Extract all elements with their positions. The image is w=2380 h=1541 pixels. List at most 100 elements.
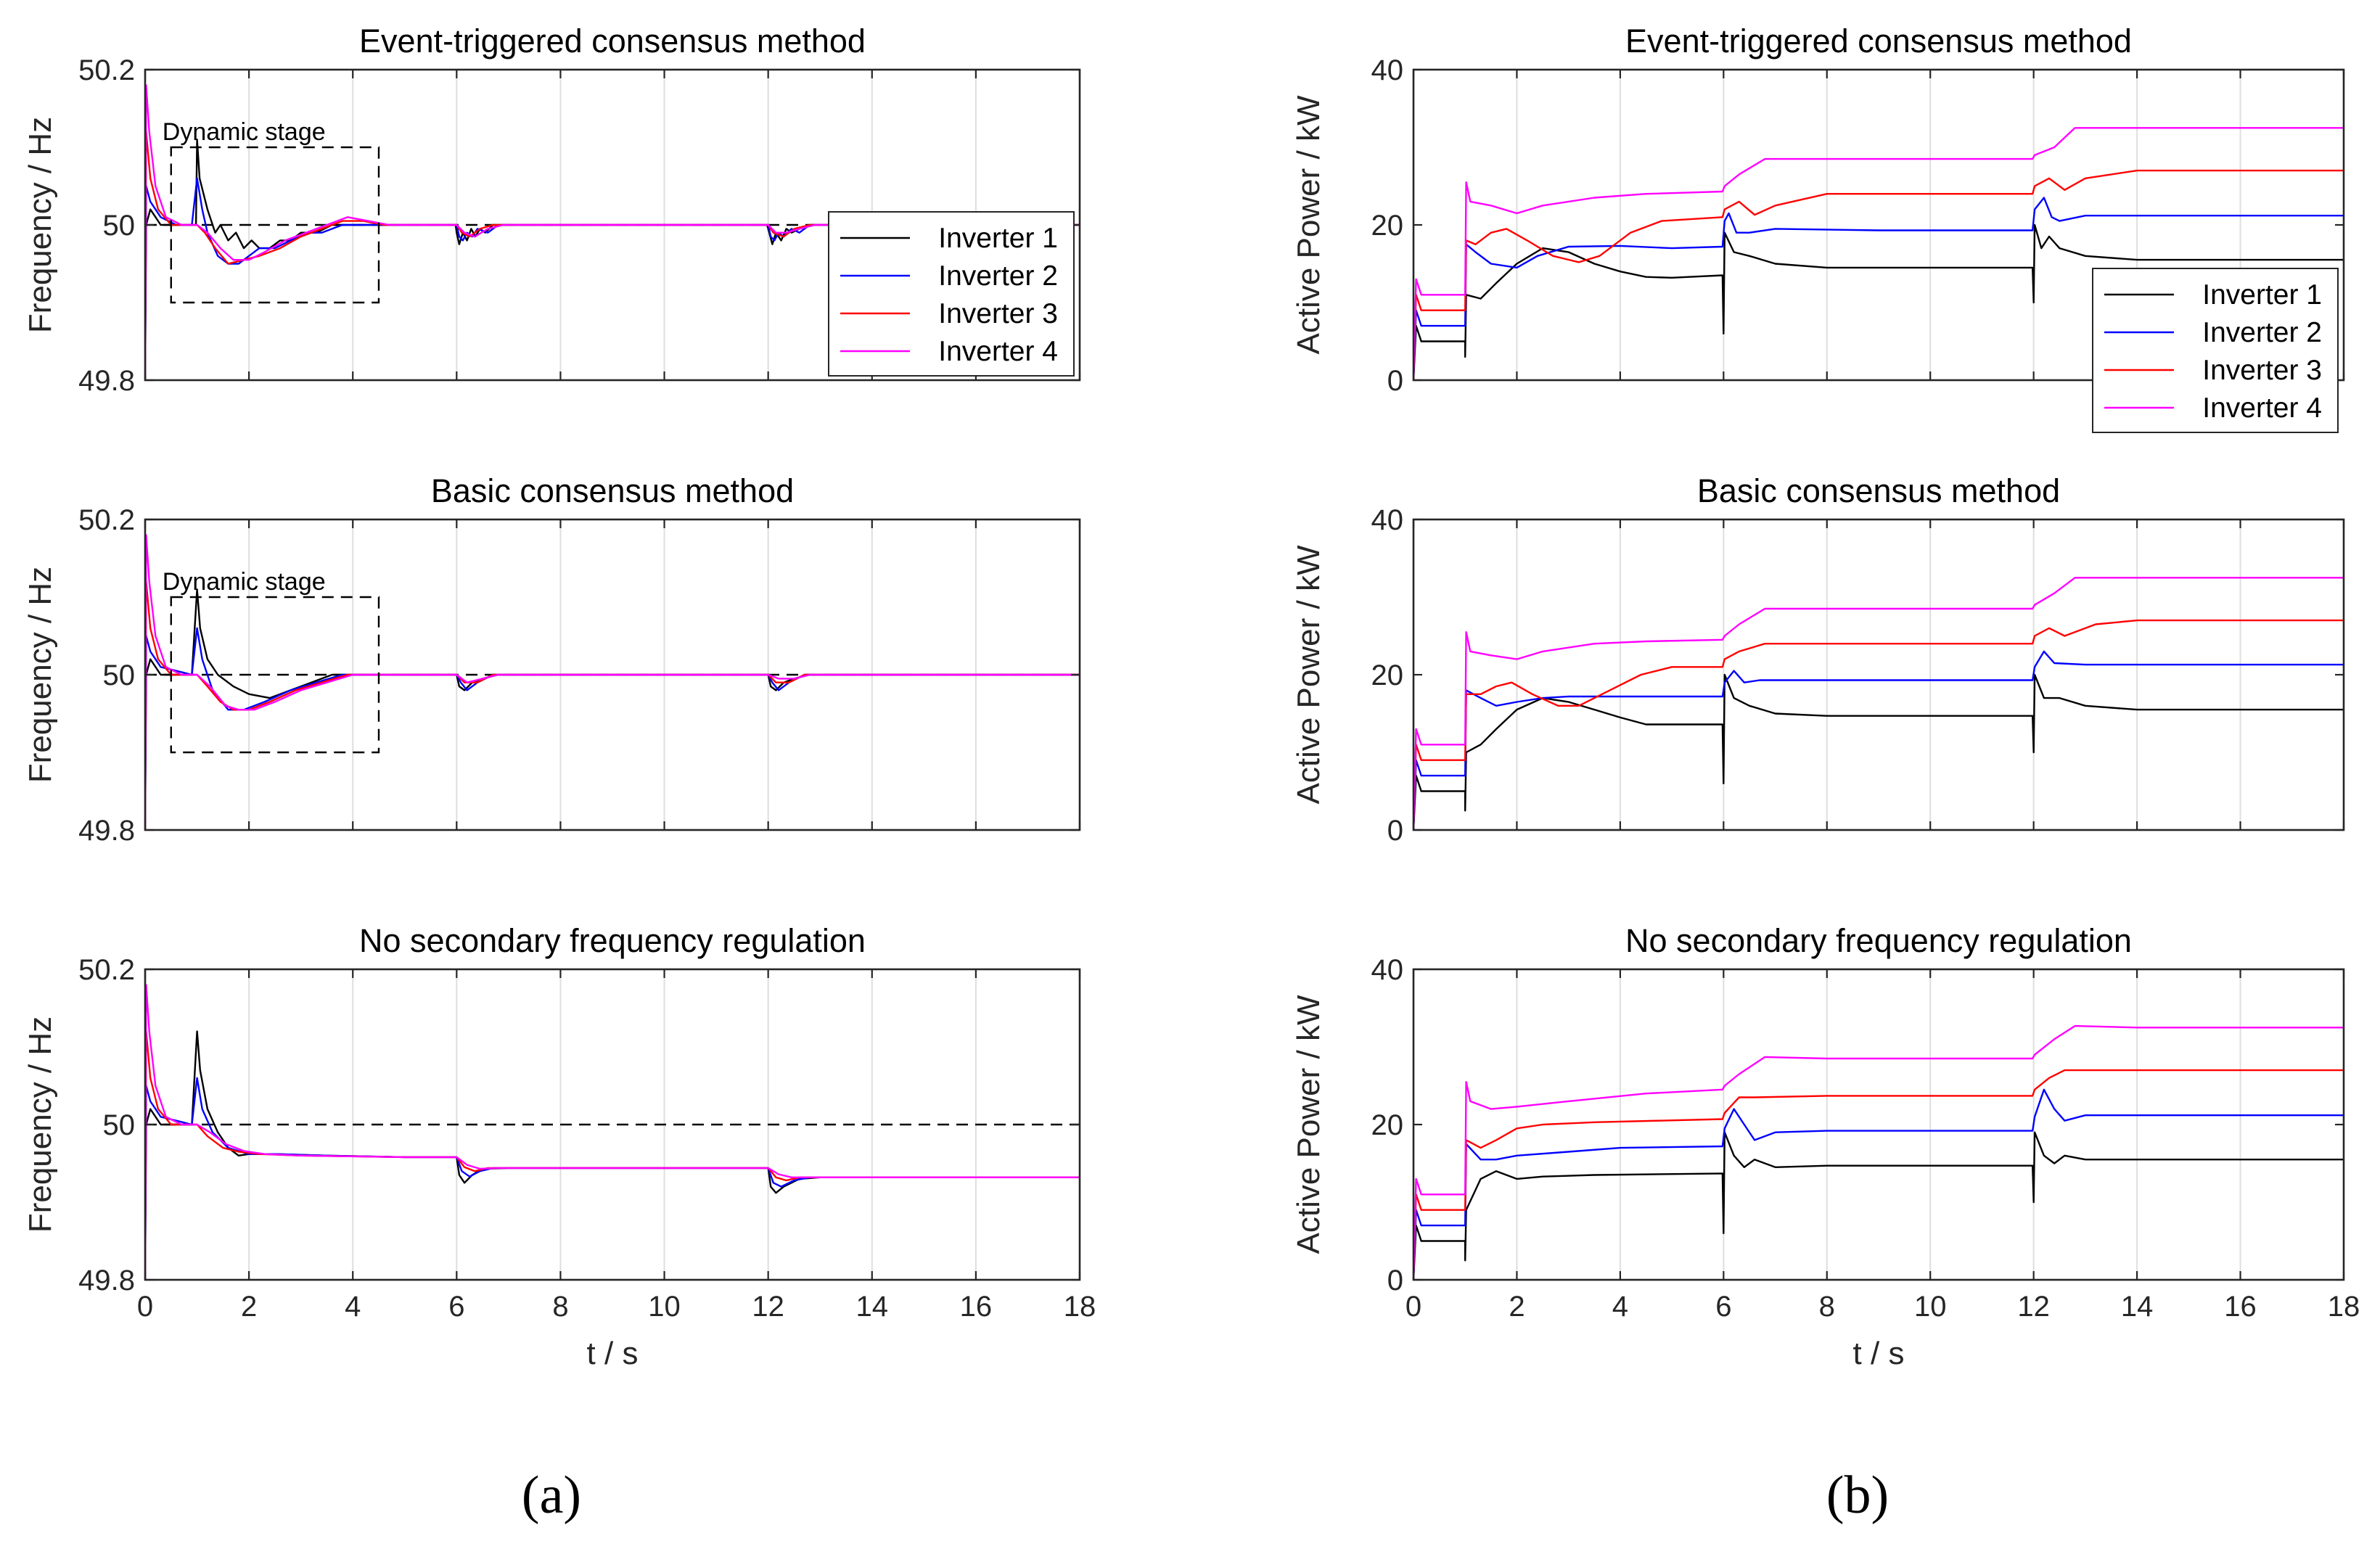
plot-area <box>1413 969 2344 1280</box>
chart-power_basic: 0 20 40 Basic consensus method Active Power … <box>1291 472 2345 847</box>
x-tick-label: 4 <box>345 1291 361 1323</box>
chart-title: Event-triggered consensus method <box>359 22 866 59</box>
legend-label-inverter-4: Inverter 4 <box>938 336 1058 367</box>
legend-label-inverter-1: Inverter 1 <box>2202 279 2322 311</box>
dynamic-stage-label: Dynamic stage <box>163 568 326 596</box>
axes-frame <box>144 968 1081 1281</box>
y-tick-label: 50 <box>103 659 136 691</box>
series-line-inverter-3 <box>1413 619 2344 830</box>
series-line-inverter-4 <box>145 984 1080 1280</box>
series-group <box>145 84 1080 380</box>
chart-title: Basic consensus method <box>1697 472 2060 509</box>
chart-power_none: 0 2 4 6 8 10 12 14 16 18 0 20 40 No secondary frequen… <box>1291 922 2360 1371</box>
x-tick-label: 8 <box>552 1291 568 1323</box>
series-line-inverter-4 <box>1413 127 2344 380</box>
legend-label-inverter-2: Inverter 2 <box>2202 317 2322 348</box>
x-tick-label: 4 <box>1612 1291 1628 1323</box>
y-axis-label: Frequency / Hz <box>22 117 58 333</box>
x-tick-label: 8 <box>1819 1291 1835 1323</box>
y-tick-label: 20 <box>1371 659 1404 691</box>
series-line-inverter-4 <box>1413 1024 2344 1280</box>
x-tick-label: 10 <box>1914 1291 1947 1323</box>
y-tick-label: 40 <box>1371 504 1404 536</box>
series-line-inverter-3 <box>1413 169 2344 380</box>
y-axis-label: Active Power / kW <box>1291 95 1326 354</box>
panel-label-a: (a) <box>522 1466 581 1525</box>
x-tick-label: 0 <box>1406 1291 1421 1323</box>
legend-box <box>2092 268 2339 433</box>
y-axis-label: Active Power / kW <box>1291 545 1326 804</box>
series-group <box>145 534 1080 830</box>
x-tick-label: 16 <box>960 1291 993 1323</box>
legend-label-inverter-4: Inverter 4 <box>2202 393 2322 424</box>
chart-freq_basic: Dynamic stage 49.8 50 50.2 Basic consensus m… <box>22 472 1081 847</box>
series-group <box>1413 577 2344 830</box>
y-tick-label: 0 <box>1387 1265 1403 1297</box>
y-tick-label: 20 <box>1371 210 1404 242</box>
chart-title: Event-triggered consensus method <box>1625 22 2132 59</box>
y-tick-label: 49.8 <box>78 815 135 847</box>
series-line-inverter-2 <box>145 627 1080 830</box>
series-group <box>1413 127 2344 380</box>
series-line-inverter-4 <box>1413 577 2344 830</box>
y-tick-label: 40 <box>1371 54 1404 86</box>
x-tick-label: 18 <box>1064 1291 1096 1323</box>
y-axis-label: Active Power / kW <box>1291 995 1326 1254</box>
series-group <box>1413 1024 2344 1280</box>
axes-frame <box>144 68 1081 382</box>
y-tick-label: 20 <box>1371 1109 1404 1141</box>
y-tick-label: 50.2 <box>78 954 135 986</box>
series-line-inverter-2 <box>145 177 1080 380</box>
legend: Inverter 1 Inverter 2 Inverter 3 Inverter 4 <box>2092 268 2339 433</box>
legend-label-inverter-3: Inverter 3 <box>2202 355 2322 386</box>
x-tick-label: 16 <box>2224 1291 2257 1323</box>
plot-area <box>1413 519 2344 830</box>
series-line-inverter-1 <box>1413 1131 2344 1280</box>
x-tick-label: 18 <box>2328 1291 2360 1323</box>
y-tick-label: 49.8 <box>78 1265 135 1297</box>
legend-label-inverter-2: Inverter 2 <box>938 260 1058 292</box>
series-line-inverter-2 <box>1413 197 2344 380</box>
y-tick-label: 0 <box>1387 815 1403 847</box>
y-tick-label: 50.2 <box>78 54 135 86</box>
y-tick-label: 50.2 <box>78 504 135 536</box>
dynamic-stage-box <box>170 146 380 304</box>
dynamic-stage-box <box>170 596 380 754</box>
y-axis-label: Frequency / Hz <box>22 1016 58 1233</box>
x-tick-label: 6 <box>1715 1291 1731 1323</box>
x-tick-label: 14 <box>856 1291 889 1323</box>
dynamic-stage-label: Dynamic stage <box>163 118 326 146</box>
series-line-inverter-4 <box>145 534 1080 830</box>
series-group <box>145 984 1080 1280</box>
x-tick-label: 0 <box>137 1291 153 1323</box>
series-line-inverter-4 <box>145 84 1080 380</box>
legend: Inverter 1 Inverter 2 Inverter 3 Inverter 4 <box>828 211 1075 377</box>
chart-power_event: 0 20 40 Event-triggered consensus method Act… <box>1291 22 2345 433</box>
panel-label-b: (b) <box>1826 1466 1889 1525</box>
chart-title: Basic consensus method <box>431 472 794 509</box>
x-tick-label: 2 <box>1509 1291 1525 1323</box>
y-tick-label: 40 <box>1371 954 1404 986</box>
x-tick-label: 14 <box>2121 1291 2154 1323</box>
y-tick-label: 0 <box>1387 365 1403 397</box>
y-tick-label: 49.8 <box>78 365 135 397</box>
chart-freq_none: 0 2 4 6 8 10 12 14 16 18 49.8 50 50.2 No secondary fr… <box>22 922 1096 1371</box>
legend-label-inverter-3: Inverter 3 <box>938 298 1058 329</box>
x-axis-label: t / s <box>1853 1336 1905 1371</box>
axes-frame <box>144 518 1081 831</box>
axes-frame <box>1412 518 2345 831</box>
x-tick-label: 12 <box>2017 1291 2050 1323</box>
chart-freq_event: Dynamic stage 49.8 50 50.2 Event-triggered c… <box>22 22 1081 397</box>
y-axis-label: Frequency / Hz <box>22 567 58 783</box>
axes-frame <box>1412 68 2345 382</box>
y-tick-label: 50 <box>103 210 136 242</box>
y-tick-label: 50 <box>103 1109 136 1141</box>
legend-box <box>828 211 1075 377</box>
charts: Dynamic stage 49.8 50 50.2 Event-triggered c… <box>22 22 2360 1371</box>
chart-title: No secondary frequency regulation <box>1625 922 2132 959</box>
x-tick-label: 6 <box>448 1291 464 1323</box>
x-axis-label: t / s <box>587 1336 639 1371</box>
x-tick-label: 2 <box>241 1291 257 1323</box>
x-tick-label: 10 <box>648 1291 681 1323</box>
